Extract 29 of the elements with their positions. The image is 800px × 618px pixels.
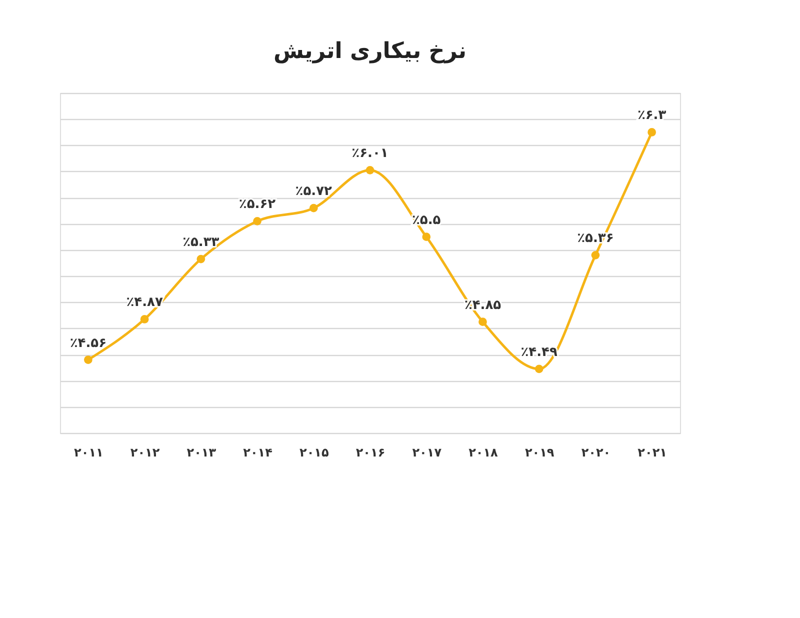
x-tick-label: ۲۰۱۵ [299, 446, 329, 460]
point [648, 128, 656, 136]
x-tick-label: ۲۰۱۶ [356, 446, 386, 460]
x-tick-label: ۲۰۱۳ [186, 446, 217, 460]
data-label: ٪۵.۷۲ [295, 184, 332, 200]
point [478, 318, 487, 326]
x-tick-label: ۲۰۲۱ [638, 446, 667, 460]
point [534, 364, 544, 374]
point [309, 204, 318, 212]
point [422, 232, 431, 242]
data-label: ٪۵.۳۳ [182, 235, 220, 250]
x-tick-label: ۲۰۱۲ [130, 446, 160, 460]
chart-title: نرخ بیکاری اتریش [273, 39, 467, 64]
point [84, 356, 92, 364]
point [140, 315, 149, 324]
x-tick-label: ۲۰۱۴ [243, 446, 272, 460]
data-label: ٪۶.۰۱ [352, 146, 388, 162]
x-tick-label: ۲۰۱۸ [468, 446, 499, 460]
data-label: ٪۶.۳ [637, 108, 666, 124]
x-tick-label: ۲۰۱۱ [74, 446, 104, 460]
data-label: ٪۵.۶۲ [238, 197, 276, 212]
x-tick-label: ۲۰۲۰ [581, 446, 611, 460]
point [196, 254, 206, 264]
x-tick-label: ۲۰۱۹ [524, 446, 555, 460]
x-tick-label: ۲۰۱۷ [412, 446, 442, 460]
data-label: ٪۴.۵۶ [70, 336, 107, 351]
point [591, 250, 600, 260]
point [366, 166, 374, 174]
point [253, 216, 262, 226]
